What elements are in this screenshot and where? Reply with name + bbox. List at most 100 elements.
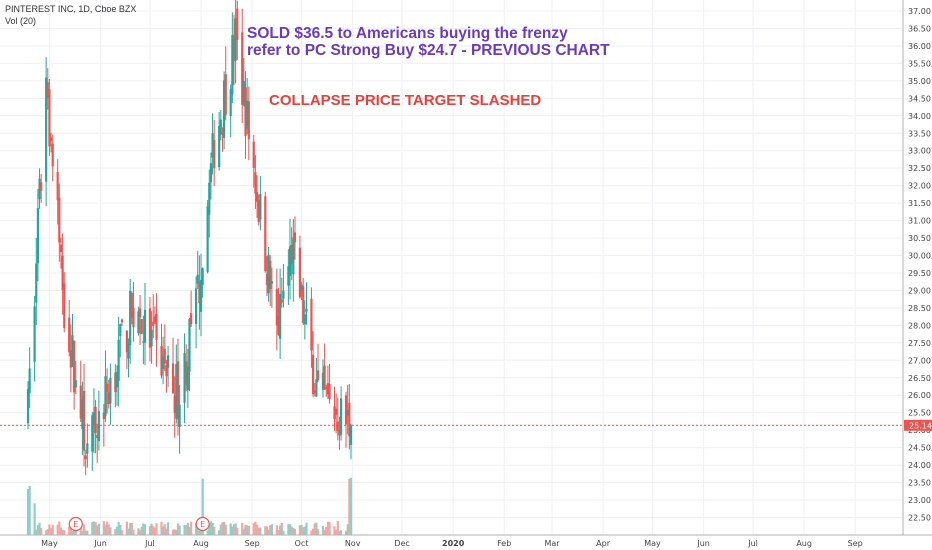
price-candles <box>26 0 353 476</box>
volume-bar <box>300 524 303 535</box>
volume-bar <box>277 529 280 535</box>
candle-body <box>316 370 320 381</box>
volume-bar <box>242 528 245 535</box>
candle-body <box>213 140 216 169</box>
candle-body <box>176 361 180 420</box>
candle-body <box>328 383 331 400</box>
volume-bar <box>267 529 270 535</box>
volume-bar <box>208 523 211 535</box>
volume-bar <box>328 522 331 535</box>
candle-body <box>201 268 204 285</box>
volume-bar <box>298 525 302 535</box>
y-tick-label: 35.50 <box>908 59 931 68</box>
y-tick-label: 29.50 <box>908 269 931 278</box>
volume-bar <box>132 529 135 535</box>
candle-body <box>219 119 222 135</box>
volume-bar <box>183 525 186 535</box>
volume-bar <box>114 528 117 535</box>
y-tick-label: 31.50 <box>908 199 931 208</box>
volume-bar <box>166 522 170 535</box>
volume-bar <box>51 524 54 535</box>
volume-bar <box>143 524 147 535</box>
volume-bar <box>186 522 189 535</box>
candle-body <box>79 385 82 419</box>
candle-body <box>148 308 152 348</box>
x-tick-label: Dec <box>394 539 409 548</box>
volume-bar <box>138 530 142 535</box>
volume-bar <box>49 528 53 535</box>
volume-bar <box>48 524 51 535</box>
candle-body <box>199 279 203 312</box>
candle-body <box>303 314 306 325</box>
candle-body <box>275 289 278 326</box>
candle-body <box>206 206 209 272</box>
volume-bar <box>140 526 143 535</box>
volume-bar <box>213 526 216 535</box>
volume-bar <box>84 530 87 535</box>
candle-body <box>56 171 59 201</box>
volume-bar <box>178 525 181 535</box>
x-tick-label: Aug <box>193 539 209 548</box>
candle-body <box>310 298 313 351</box>
volume-bar <box>185 525 188 535</box>
volume-bar <box>234 523 237 535</box>
candle-body <box>82 390 86 451</box>
volume-bar <box>46 529 49 535</box>
candle-body <box>221 127 224 129</box>
candle-body <box>292 237 295 275</box>
candle-body <box>138 308 142 318</box>
y-tick-label: 35.00 <box>908 77 931 86</box>
last-price-badge: 25.14 <box>904 419 932 431</box>
x-tick-label: Feb <box>497 539 511 548</box>
time-axis[interactable]: May Jun Jul Aug Sep Oct Nov Dec 2020 Feb Mar Apr May… <box>41 539 863 548</box>
candle-body <box>153 316 156 322</box>
volume-bar <box>45 530 48 535</box>
candle-body <box>137 311 140 334</box>
candle-body <box>185 361 188 386</box>
candle-body <box>280 299 283 303</box>
volume-bar <box>335 529 338 535</box>
y-tick-label: 36.00 <box>908 42 931 51</box>
volume-bar <box>127 528 130 535</box>
volume-bar <box>59 527 63 535</box>
sold-annotation-line2: refer to PC Strong Buy $24.7 - PREVIOUS … <box>247 42 610 59</box>
volume-bar <box>236 527 239 535</box>
volume-bar <box>252 523 255 535</box>
volume-bar <box>313 523 316 535</box>
candle-body <box>173 395 176 413</box>
candle-body <box>175 364 178 419</box>
volume-bar <box>280 522 283 535</box>
y-tick-label: 26.00 <box>908 391 931 400</box>
volume-bar <box>282 530 285 535</box>
candle-body <box>69 350 72 368</box>
volume-bar <box>73 528 76 535</box>
candle-body <box>349 425 353 445</box>
earnings-marker-circle[interactable] <box>68 516 83 532</box>
candle-body <box>339 398 343 435</box>
volume-bar <box>221 522 224 535</box>
volume-bar <box>125 521 128 535</box>
price-axis[interactable]: 22.5023.0023.5024.0024.5025.0025.5026.00… <box>908 7 931 523</box>
volume-bar <box>303 526 306 535</box>
candle-body <box>130 292 133 318</box>
earnings-marker-circle[interactable] <box>195 516 210 532</box>
candle-body <box>132 307 135 328</box>
volume-bar <box>346 524 349 535</box>
candle-body <box>28 368 31 393</box>
volume-bars <box>26 477 353 535</box>
candle-body <box>106 383 109 392</box>
candle-body <box>218 125 221 168</box>
volume-bar <box>142 523 145 535</box>
volume-bar <box>120 530 124 535</box>
sold-annotation-line1: SOLD $36.5 to Americans buying the frenz… <box>247 25 568 42</box>
candle-body <box>209 163 213 183</box>
x-tick-label: Jul <box>144 539 155 548</box>
candle-body <box>125 330 128 353</box>
candle-body <box>63 283 66 329</box>
candle-body <box>302 286 305 323</box>
candle-body <box>247 101 250 140</box>
y-tick-label: 34.50 <box>908 94 931 103</box>
candle-body <box>81 399 84 430</box>
volume-bar <box>336 521 339 535</box>
